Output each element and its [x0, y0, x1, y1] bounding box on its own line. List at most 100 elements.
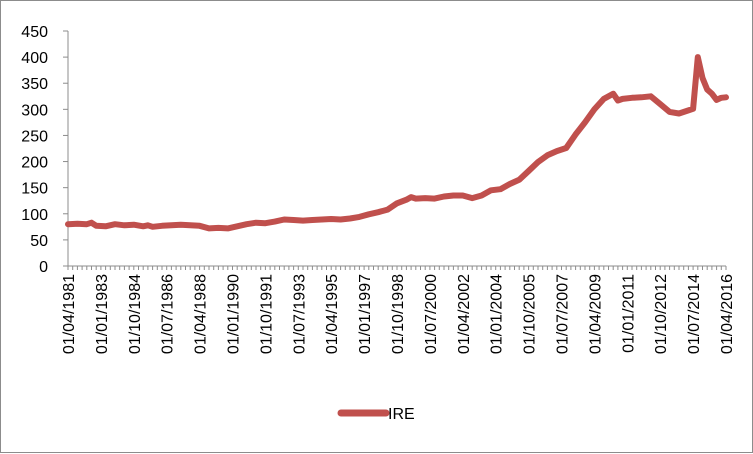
data-point: [76, 223, 78, 225]
x-tick-label: 01/01/1990: [226, 274, 243, 354]
data-point: [725, 96, 727, 98]
y-tick-label: 200: [21, 155, 48, 172]
y-tick-label: 50: [30, 233, 48, 250]
y-tick-label: 150: [21, 181, 48, 198]
data-point: [509, 183, 511, 185]
data-point: [387, 209, 389, 211]
data-point: [264, 222, 266, 224]
data-point: [556, 150, 558, 152]
data-point: [622, 98, 624, 100]
data-point: [133, 224, 135, 226]
x-axis: 01/04/1981 01/01/1983 01/10/1984 01/07/1986…: [61, 265, 736, 354]
data-point: [631, 97, 633, 99]
data-point: [452, 195, 454, 196]
x-tick-label: 01/10/1998: [390, 274, 407, 354]
data-point: [321, 219, 323, 220]
data-point: [575, 133, 577, 135]
data-point: [711, 93, 713, 95]
x-tick-label: 01/10/1984: [127, 274, 144, 354]
data-point: [518, 179, 520, 181]
data-point: [678, 113, 680, 114]
data-point: [410, 196, 412, 198]
data-point: [161, 225, 163, 227]
data-point: [499, 188, 501, 190]
data-point: [462, 195, 464, 196]
data-point: [659, 103, 661, 105]
x-tick-label: 01/01/1997: [357, 274, 374, 354]
data-point: [236, 225, 238, 227]
y-tick-label: 400: [21, 50, 48, 67]
data-point: [537, 161, 539, 163]
data-point: [424, 197, 426, 199]
data-point: [405, 199, 407, 201]
data-point: [640, 96, 642, 98]
data-point: [415, 198, 417, 200]
data-point: [434, 198, 436, 200]
x-tick-label: 01/10/2005: [522, 274, 539, 354]
data-point: [528, 170, 530, 172]
data-point: [565, 147, 567, 149]
y-tick-label: 450: [21, 24, 48, 41]
x-tick-label: 01/04/1988: [193, 274, 210, 354]
data-point: [716, 99, 718, 101]
y-axis: 0 50 100 150 200 250 300 350 400 450: [21, 24, 69, 276]
data-point: [170, 224, 172, 226]
x-tick-label: 01/01/2004: [489, 274, 506, 354]
legend-label: IRE: [388, 406, 415, 423]
data-point: [612, 93, 614, 95]
series-line-ire: [65, 54, 729, 232]
x-tick-label: 01/07/2000: [423, 274, 440, 354]
y-tick-label: 350: [21, 76, 48, 93]
data-point: [546, 154, 548, 156]
y-tick-label: 0: [39, 259, 48, 276]
x-tick-label: 01/04/1981: [61, 274, 78, 354]
data-point: [702, 77, 703, 79]
x-tick-label: 01/01/2011: [620, 274, 637, 353]
data-point: [142, 225, 144, 227]
data-point: [114, 223, 116, 225]
data-point: [584, 121, 586, 123]
series-area: [65, 54, 729, 232]
data-point: [720, 97, 722, 99]
data-point: [330, 218, 332, 220]
x-tick-label: 01/10/2012: [653, 274, 670, 354]
data-point: [650, 95, 652, 97]
data-point: [217, 227, 219, 229]
data-point: [123, 224, 125, 226]
data-point: [443, 196, 445, 197]
data-point: [180, 224, 182, 226]
data-point: [283, 219, 285, 220]
data-point: [293, 219, 295, 221]
data-point: [471, 197, 473, 199]
data-point: [86, 223, 88, 225]
data-point: [481, 195, 483, 196]
y-tick-label: 250: [21, 128, 48, 145]
data-point: [199, 225, 201, 227]
x-tick-label: 01/04/2009: [587, 274, 604, 354]
data-point: [490, 189, 492, 191]
data-point: [706, 89, 708, 90]
y-tick-label: 300: [21, 102, 48, 119]
data-point: [368, 213, 370, 215]
x-tick-label: 01/10/1991: [258, 274, 275, 354]
data-point: [95, 225, 97, 227]
x-tick-label: 01/07/1993: [291, 274, 308, 354]
data-point: [91, 222, 92, 224]
data-point: [603, 98, 605, 100]
data-point: [593, 108, 595, 110]
x-tick-label: 01/07/2014: [686, 274, 703, 354]
data-point: [189, 224, 191, 226]
data-point: [340, 219, 342, 220]
x-tick-label: 01/04/1995: [324, 274, 341, 354]
data-point: [692, 108, 694, 110]
data-point: [311, 219, 313, 221]
x-tick-label: 01/07/2007: [555, 274, 572, 354]
data-point: [246, 223, 248, 225]
legend: IRE: [337, 406, 415, 423]
data-point: [105, 225, 107, 227]
data-point: [227, 227, 229, 229]
data-point: [255, 222, 257, 224]
data-point: [208, 227, 210, 229]
data-point: [617, 100, 619, 101]
